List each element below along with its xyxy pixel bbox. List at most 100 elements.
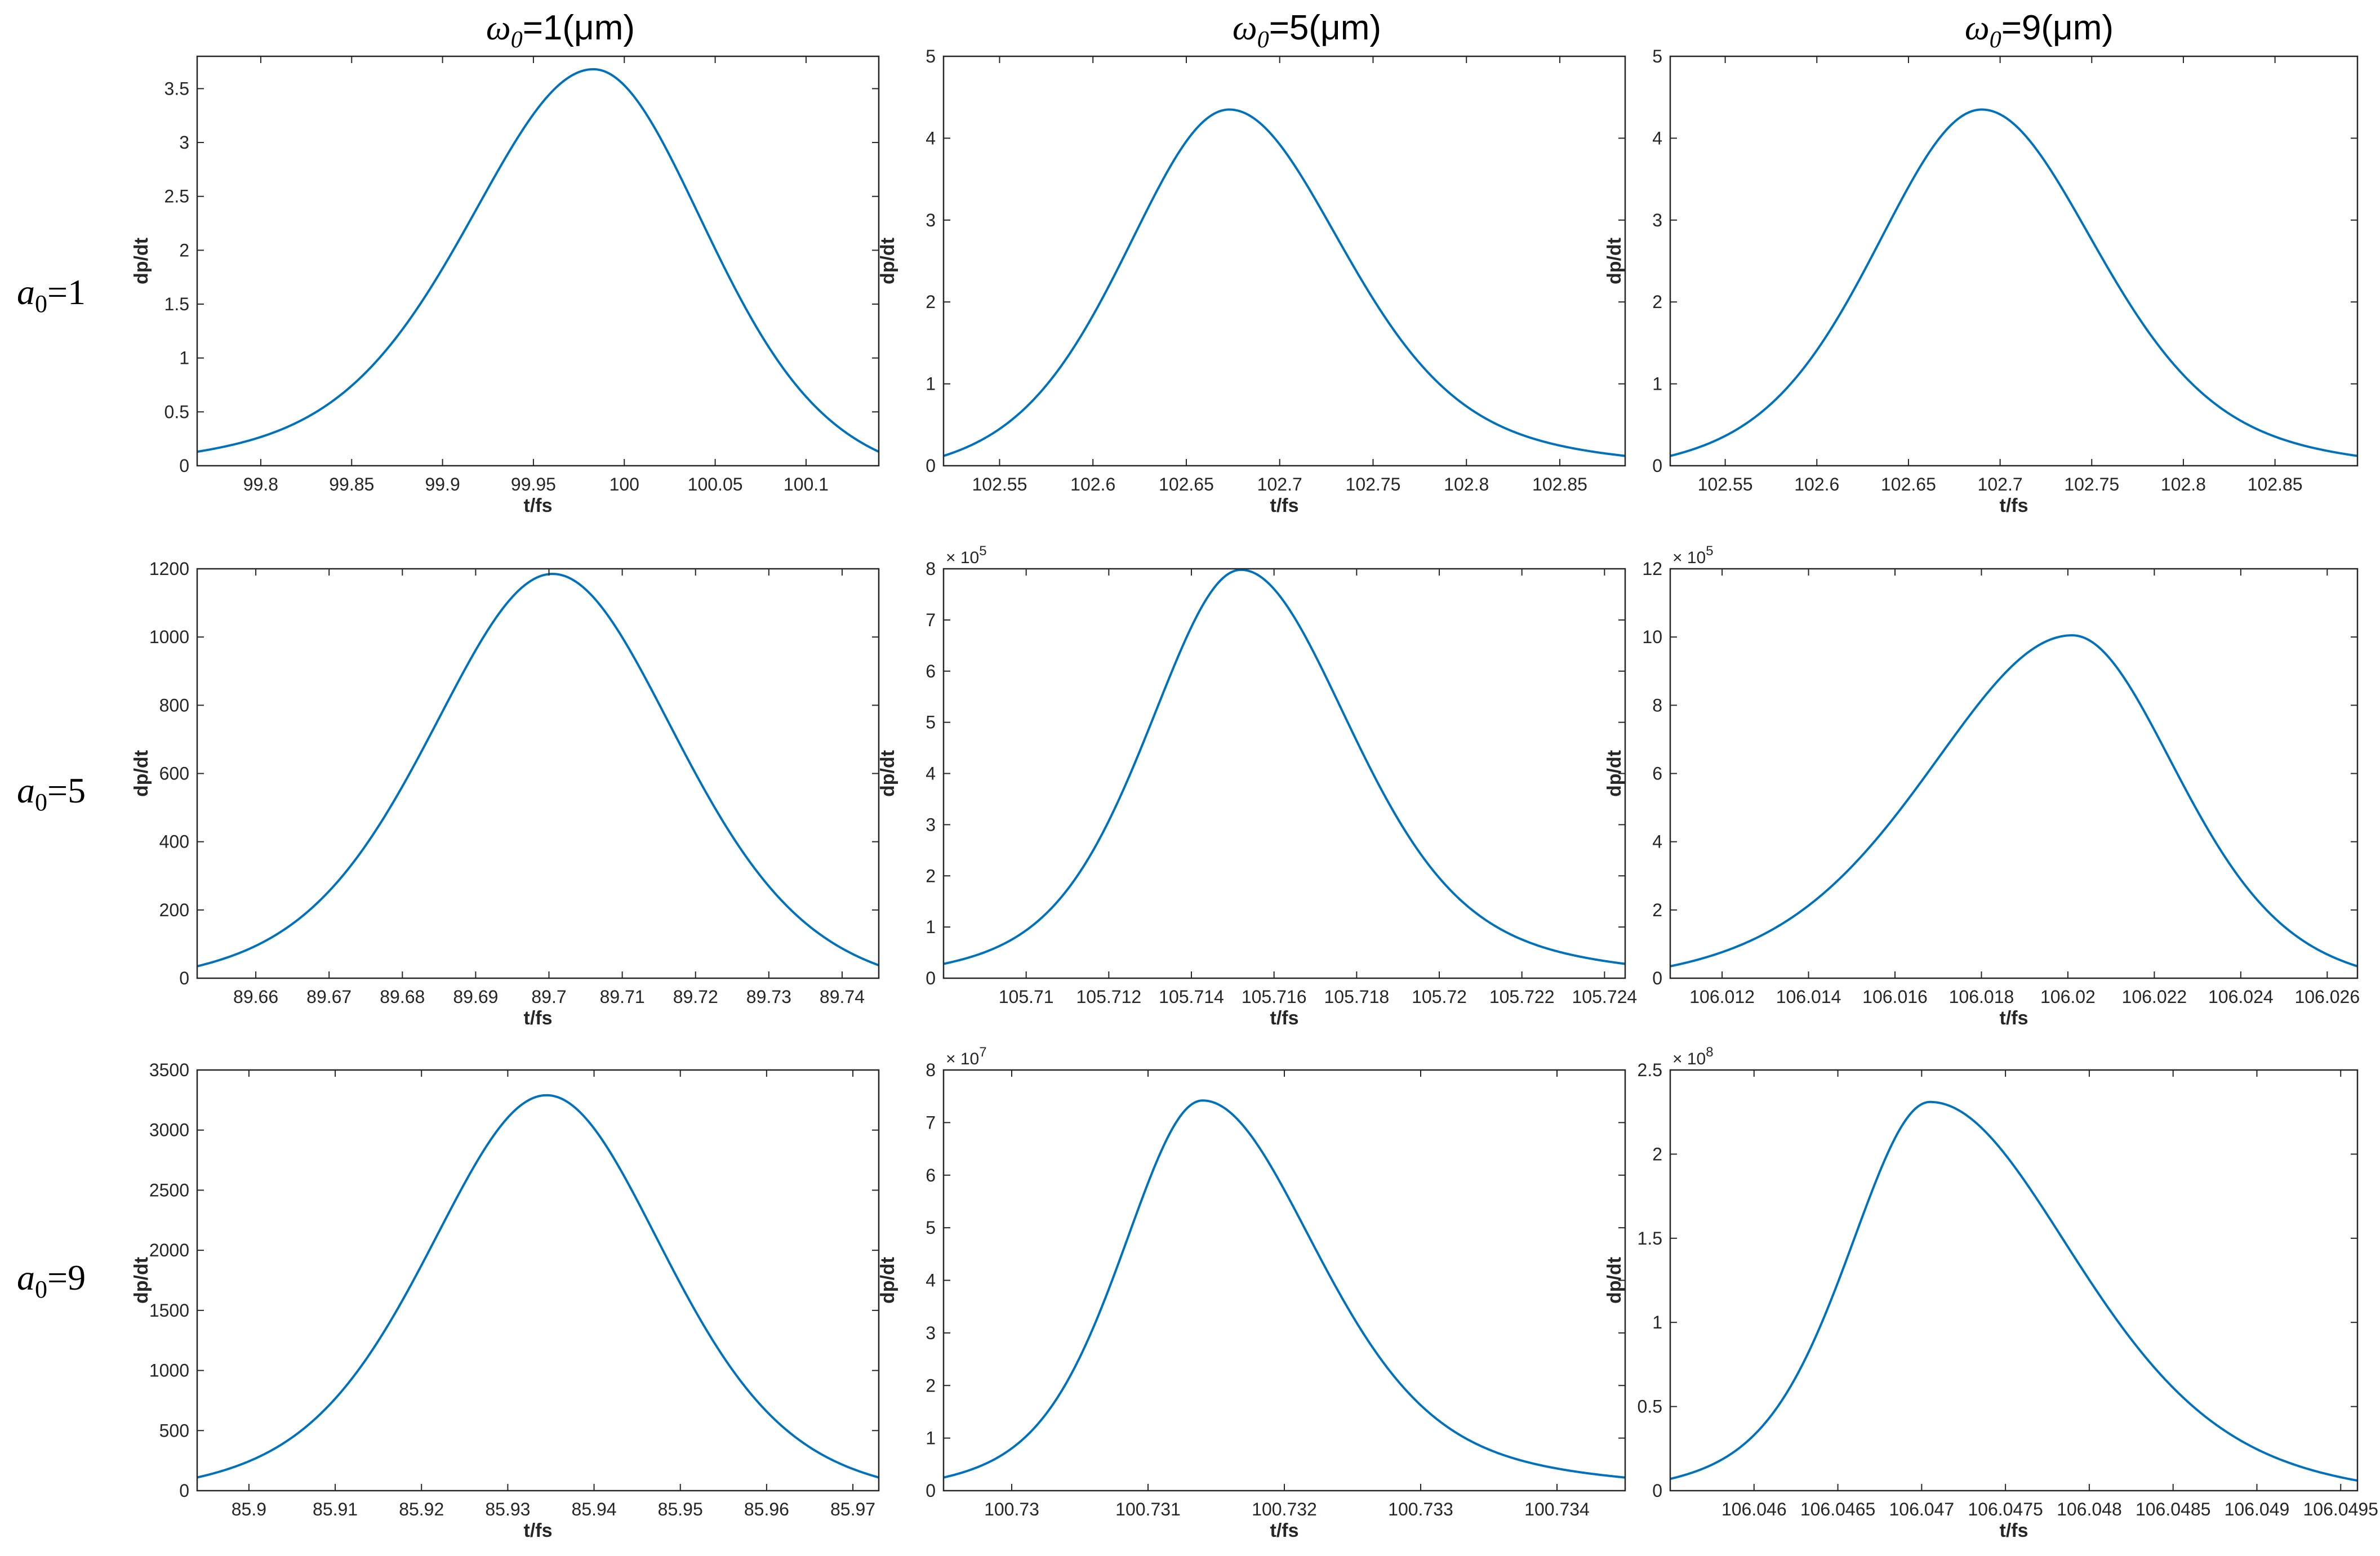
y-tick-label: 1500 <box>149 1300 189 1321</box>
data-series-line <box>944 108 1625 457</box>
x-axis-label: t/fs <box>2000 1520 2028 1541</box>
y-tick-label: 0.5 <box>1638 1397 1662 1417</box>
x-tick-label: 100.734 <box>1524 1499 1590 1519</box>
x-tick-label: 102.65 <box>1159 474 1214 494</box>
y-axis-label: dp/dt <box>877 750 898 797</box>
x-axis-label: t/fs <box>524 1520 553 1541</box>
y-axis-label: dp/dt <box>1604 750 1625 797</box>
x-tick-label: 85.95 <box>658 1499 703 1519</box>
data-series-line <box>197 68 879 453</box>
x-tick-label: 85.91 <box>313 1499 358 1519</box>
y-axis-label: dp/dt <box>1604 238 1625 284</box>
x-tick-label: 99.8 <box>243 474 278 494</box>
y-tick-label: 5 <box>926 712 936 733</box>
chart-panel-r1-c3: 102.55 102.6 102.65 102.7 102.75 102.8 102.85 0… <box>1604 46 2359 516</box>
y-tick-label: 0 <box>1652 968 1662 988</box>
x-tick-label: 102.6 <box>1794 474 1839 494</box>
data-series-line <box>197 1094 879 1479</box>
x-tick-label: 102.7 <box>1257 474 1302 494</box>
y-tick-label: 4 <box>1652 832 1662 852</box>
x-tick-label: 102.85 <box>1532 474 1587 494</box>
x-tick-label: 85.93 <box>485 1499 530 1519</box>
y-tick-label: 2 <box>926 1375 936 1396</box>
y-tick-label: 3 <box>179 132 189 153</box>
y-tick-label: 1000 <box>149 1361 189 1381</box>
x-tick-label: 105.714 <box>1159 987 1224 1007</box>
y-tick-label: 7 <box>926 1112 936 1133</box>
x-tick-label: 102.55 <box>972 474 1027 494</box>
x-tick-label: 85.97 <box>830 1499 875 1519</box>
x-tick-label: 106.046 <box>1721 1499 1787 1519</box>
x-tick-label: 102.8 <box>2161 474 2206 494</box>
data-series-line <box>1670 634 2357 968</box>
row-header-2: a0=5 <box>17 770 86 816</box>
y-tick-label: 2 <box>179 240 189 260</box>
y-tick-label: 1.5 <box>1638 1228 1662 1249</box>
axes-box <box>1669 1069 2359 1492</box>
x-tick-label: 102.65 <box>1881 474 1936 494</box>
y-tick-label: 3 <box>926 1323 936 1343</box>
axes-box <box>196 568 880 979</box>
data-series-line <box>944 569 1625 965</box>
x-tick-label: 105.716 <box>1242 987 1307 1007</box>
x-tick-label: 89.66 <box>233 987 278 1007</box>
x-tick-label: 106.016 <box>1862 987 1928 1007</box>
x-tick-label: 100.73 <box>984 1499 1039 1519</box>
data-series-line <box>197 573 879 968</box>
y-tick-label: 2 <box>926 292 936 312</box>
y-tick-label: 10 <box>1642 627 1662 647</box>
y-tick-label: 0 <box>179 1481 189 1501</box>
x-tick-label: 85.94 <box>572 1499 617 1519</box>
x-tick-label: 106.02 <box>2040 987 2096 1007</box>
y-tick-label: 2 <box>926 866 936 886</box>
grid-headers: ω0=1(μm) ω0=5(μm) ω0=9(μm) a0=1 a0=5 a0=9 <box>17 8 2114 1303</box>
y-axis-label: dp/dt <box>131 238 152 284</box>
x-tick-label: 106.024 <box>2208 987 2274 1007</box>
x-tick-label: 105.722 <box>1489 987 1555 1007</box>
y-tick-label: 3.5 <box>164 78 189 99</box>
x-tick-label: 89.72 <box>673 987 718 1007</box>
y-tick-label: 3 <box>1652 210 1662 230</box>
y-tick-label: 1200 <box>149 559 189 579</box>
x-tick-label: 105.724 <box>1572 987 1637 1007</box>
y-tick-label: 2 <box>1652 292 1662 312</box>
data-series-line <box>1670 1100 2357 1482</box>
y-tick-label: 400 <box>159 832 189 852</box>
y-tick-label: 0 <box>926 1481 936 1501</box>
x-tick-label: 99.95 <box>511 474 556 494</box>
y-tick-label: 2 <box>1652 1144 1662 1164</box>
x-tick-label: 89.68 <box>380 987 425 1007</box>
x-tick-label: 102.8 <box>1444 474 1489 494</box>
x-tick-label: 102.75 <box>2064 474 2119 494</box>
y-tick-label: 3 <box>926 210 936 230</box>
y-axis-label: dp/dt <box>877 1257 898 1304</box>
y-tick-label: 6 <box>926 1165 936 1185</box>
y-tick-label: 8 <box>926 559 936 579</box>
x-tick-label: 89.71 <box>600 987 645 1007</box>
x-tick-label: 105.71 <box>999 987 1054 1007</box>
y-tick-label: 12 <box>1642 559 1662 579</box>
chart-panel-r2-c3: 106.012 106.014 106.016 106.018 106.02 106.02… <box>1604 543 2360 1029</box>
x-tick-label: 100.733 <box>1388 1499 1453 1519</box>
x-tick-label: 102.55 <box>1698 474 1753 494</box>
x-tick-label: 106.022 <box>2122 987 2187 1007</box>
x-axis-label: t/fs <box>1270 495 1299 516</box>
data-series-line <box>944 1099 1625 1479</box>
y-tick-label: 4 <box>926 764 936 784</box>
y-tick-label: 3 <box>926 814 936 835</box>
x-tick-label: 106.014 <box>1776 987 1841 1007</box>
row-header-3: a0=9 <box>17 1258 86 1303</box>
y-tick-label: 0 <box>926 968 936 988</box>
axes-box <box>196 55 880 467</box>
chart-panel-r1-c2: 102.55 102.6 102.65 102.7 102.75 102.8 102.85 0… <box>877 46 1626 516</box>
y-tick-label: 5 <box>926 1218 936 1238</box>
y-tick-label: 1 <box>926 1428 936 1448</box>
x-axis-label: t/fs <box>2000 1007 2028 1029</box>
y-tick-label: 800 <box>159 695 189 715</box>
x-tick-label: 89.74 <box>820 987 865 1007</box>
axes-box <box>942 568 1626 979</box>
column-header-1: ω0=1(μm) <box>486 8 635 53</box>
x-tick-label: 85.96 <box>744 1499 789 1519</box>
x-tick-label: 99.85 <box>329 474 374 494</box>
